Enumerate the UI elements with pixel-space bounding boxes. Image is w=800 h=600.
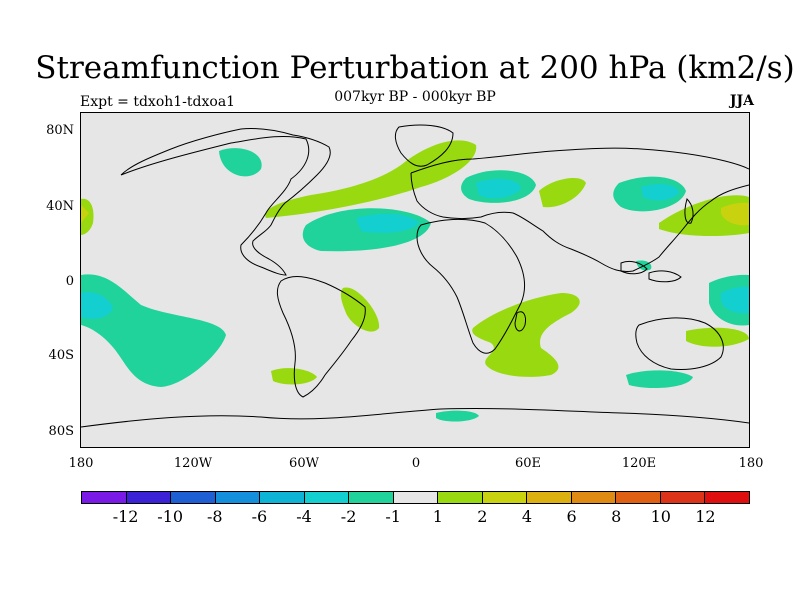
map-plot-area (80, 112, 750, 448)
lat-label: 0 (65, 274, 74, 289)
coast-greenland (394, 124, 454, 167)
coast-antarctica (81, 407, 749, 428)
coast-japan (684, 198, 694, 224)
negative-region (219, 148, 262, 177)
colorbar-label: -12 (112, 507, 139, 526)
colorbar-swatch (349, 492, 394, 503)
coast-north-america (120, 128, 331, 276)
negative-region (356, 213, 419, 233)
lon-label: 180 (738, 456, 764, 471)
colorbar-label: -10 (157, 507, 184, 526)
negative-region (641, 184, 679, 201)
colorbar-swatch (527, 492, 572, 503)
positive-region (721, 202, 749, 226)
lon-label: 0 (411, 456, 421, 471)
colorbar-label: 2 (477, 507, 488, 526)
coast-maritime-asia (620, 260, 682, 283)
negative-region (626, 370, 693, 389)
colorbar-label: 4 (521, 507, 533, 526)
negative-region (81, 292, 113, 319)
colorbar-swatch (660, 492, 706, 503)
lon-label: 120W (173, 456, 213, 471)
colorbar-label: 8 (611, 507, 622, 526)
lon-label: 120E (621, 456, 657, 471)
negative-region (476, 178, 521, 199)
colorbar-label: -1 (385, 507, 401, 526)
colorbar-label: -2 (340, 507, 357, 526)
positive-region (539, 177, 586, 208)
positive-region (472, 293, 580, 377)
colorbar-swatch (82, 492, 127, 503)
colorbar-swatch (393, 492, 439, 503)
colorbar (81, 491, 750, 504)
positive-region (81, 205, 89, 223)
lat-label: 40S (48, 348, 74, 363)
negative-region (436, 410, 479, 422)
negative-region (81, 274, 226, 387)
coast-south-america (276, 276, 366, 398)
map-canvas (81, 124, 749, 428)
colorbar-label: 6 (566, 507, 577, 526)
colorbar-swatch (171, 492, 216, 503)
lat-label: 40N (46, 199, 74, 214)
map-subtitle: 007kyr BP - 000kyr BP (334, 89, 496, 105)
coast-europe-asia (410, 147, 749, 272)
lon-label: 180 (68, 456, 94, 471)
colorbar-label: -6 (251, 507, 268, 526)
colorbar-swatch (616, 492, 661, 503)
positive-region (340, 287, 380, 332)
positive-region (81, 198, 94, 235)
experiment-label: Expt = tdxoh1-tdxoa1 (80, 94, 236, 110)
lat-label: 80N (46, 123, 74, 138)
colorbar-label: -8 (207, 507, 223, 526)
colorbar-swatch (260, 492, 305, 503)
colorbar-swatch (126, 492, 172, 503)
lat-label: 80S (48, 424, 74, 439)
colorbar-label: 12 (695, 507, 716, 526)
colorbar-label: 1 (432, 507, 443, 526)
coastlines (81, 124, 749, 428)
season-label: JJA (729, 93, 754, 109)
colorbar-swatch (304, 492, 350, 503)
positive-region (265, 140, 477, 218)
colorbar-label: -4 (296, 507, 312, 526)
coast-africa (416, 218, 525, 354)
positive-anomaly-regions (81, 140, 749, 385)
negative-anomaly-regions (81, 148, 749, 422)
negative-region (721, 286, 749, 314)
map-title: Streamfunction Perturbation at 200 hPa (… (35, 50, 795, 86)
positive-region (686, 327, 749, 347)
colorbar-swatch (438, 492, 483, 503)
lon-label: 60W (289, 456, 319, 471)
colorbar-swatch (482, 492, 528, 503)
coast-madagascar (514, 311, 526, 332)
colorbar-swatch (571, 492, 617, 503)
colorbar-label: 10 (650, 507, 671, 526)
coast-australia (635, 317, 724, 370)
colorbar-swatch (215, 492, 261, 503)
lon-label: 60E (514, 456, 542, 471)
colorbar-swatch (705, 492, 749, 503)
positive-region (659, 195, 749, 237)
